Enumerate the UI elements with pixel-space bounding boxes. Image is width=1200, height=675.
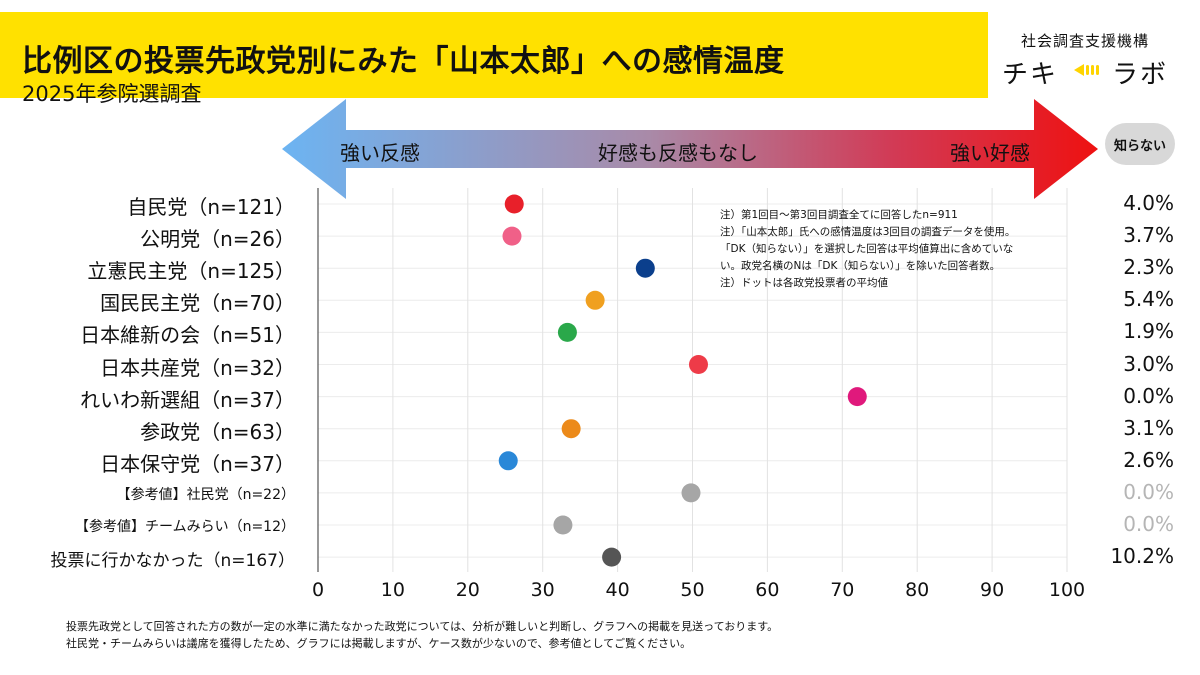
unknown-percentage: 2.6% <box>1123 447 1174 472</box>
page-title: 比例区の投票先政党別にみた「山本太郎」への感情温度 <box>22 44 785 79</box>
x-tick-label: 0 <box>312 579 324 601</box>
data-point <box>681 483 701 503</box>
data-point <box>561 419 581 439</box>
brand-logo-right: ラボ <box>1111 60 1168 90</box>
x-tick-label: 30 <box>531 579 555 601</box>
unknown-column-header: 知らない <box>1105 123 1175 165</box>
unknown-percentage: 0.0% <box>1123 512 1174 536</box>
row-label: 参政党（n=63） <box>140 419 295 444</box>
unknown-percentage: 3.1% <box>1123 415 1174 440</box>
row-label: 投票に行かなかった（n=167） <box>50 551 295 572</box>
data-point <box>557 322 577 342</box>
x-tick-label: 10 <box>381 579 405 601</box>
footer-line: 投票先政党として回答された方の数が一定の水準に満たなかった政党については、分析が… <box>66 620 779 633</box>
unknown-percentage: 1.9% <box>1123 319 1174 344</box>
x-tick-label: 60 <box>755 579 779 601</box>
data-point <box>635 258 655 278</box>
x-tick-label: 90 <box>980 579 1004 601</box>
data-point <box>504 194 524 214</box>
unknown-percentage: 4.0% <box>1123 191 1174 215</box>
unknown-percentage: 3.7% <box>1123 223 1174 248</box>
title-banner: 比例区の投票先政党別にみた「山本太郎」への感情温度 2025年参院選調査 <box>0 12 988 106</box>
scale-middle-label: 好感も反感もなし <box>598 141 758 165</box>
unknown-percentage: 5.4% <box>1123 287 1174 312</box>
x-tick-label: 70 <box>830 579 854 601</box>
note-line: い。政党名横のNは「DK（知らない）」を除いた回答者数。 <box>720 260 1001 272</box>
row-label: 自民党（n=121） <box>127 195 295 219</box>
note-line: 「DK（知らない）」を選択した回答は平均値算出に含めていな <box>720 243 1014 255</box>
footer-line: 社民党・チームみらいは議席を獲得したため、グラフには掲載しますが、ケース数が少な… <box>66 637 692 650</box>
unknown-percentage: 0.0% <box>1123 383 1174 408</box>
x-tick-label: 20 <box>456 579 480 601</box>
data-point <box>502 226 522 246</box>
x-tick-label: 80 <box>905 579 929 601</box>
row-label: 日本共産党（n=32） <box>100 355 295 380</box>
row-label: 【参考値】チームみらい（n=12） <box>75 518 295 535</box>
row-label: 【参考値】社民党（n=22） <box>116 486 295 503</box>
row-label: 立憲民主党（n=125） <box>87 259 295 284</box>
row-label: 日本維新の会（n=51） <box>80 323 295 348</box>
brand-mark-icon <box>1074 64 1099 76</box>
row-label: れいわ新選組（n=37） <box>80 387 295 412</box>
x-tick-label: 40 <box>606 579 630 601</box>
brand-logo: チキ ラボ <box>1000 54 1170 90</box>
scale-left-label: 強い反感 <box>340 141 420 165</box>
note-line: 注）ドットは各政党投票者の平均値 <box>720 277 888 289</box>
data-point <box>498 451 518 471</box>
unknown-percentage: 0.0% <box>1123 479 1174 504</box>
row-label: 公明党（n=26） <box>140 227 295 252</box>
organization-name: 社会調査支援機構 <box>1020 32 1149 50</box>
footer-notes: 投票先政党として回答された方の数が一定の水準に満たなかった政党については、分析が… <box>66 618 778 652</box>
scale-right-label: 強い好感 <box>950 141 1030 165</box>
scale-arrow-shape <box>282 99 1098 199</box>
row-label: 日本保守党（n=37） <box>100 451 295 476</box>
data-point <box>553 515 573 535</box>
chart-notes: 注）第1回目～第3回目調査全てに回答したn=911 注）「山本太郎」氏への感情温… <box>720 207 1015 292</box>
sentiment-scale-arrow <box>282 99 1098 199</box>
unknown-percentage: 3.0% <box>1123 351 1174 376</box>
unknown-percentage: 2.3% <box>1123 255 1174 280</box>
data-point <box>847 387 867 407</box>
x-tick-label: 50 <box>680 579 704 601</box>
data-point <box>602 547 622 567</box>
page-subtitle: 2025年参院選調査 <box>22 82 202 106</box>
row-label: 国民民主党（n=70） <box>100 291 295 316</box>
brand-logo-left: チキ <box>1002 60 1059 90</box>
x-tick-label: 100 <box>1049 579 1085 601</box>
unknown-percentage: 10.2% <box>1110 544 1174 569</box>
data-point <box>688 355 708 374</box>
note-line: 注）「山本太郎」氏への感情温度は3回目の調査データを使用。 <box>720 226 1016 238</box>
data-point <box>585 290 605 310</box>
note-line: 注）第1回目～第3回目調査全てに回答したn=911 <box>720 209 958 221</box>
